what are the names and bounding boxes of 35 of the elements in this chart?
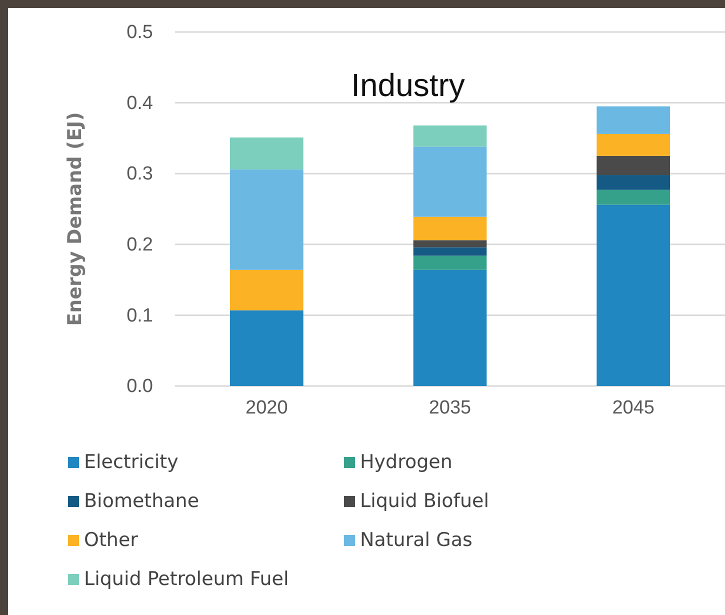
y-tick-label: 0.5 [126, 22, 153, 44]
bar [413, 125, 487, 147]
legend-label: Natural Gas [360, 529, 472, 551]
y-tick-label: 0.1 [126, 305, 153, 326]
bar [230, 310, 304, 386]
legend-label: Hydrogen [360, 451, 452, 473]
bar [413, 256, 487, 270]
text: Industry [351, 67, 465, 103]
legend-label: Biomethane [84, 490, 200, 512]
legend-label: Electricity [84, 451, 178, 473]
bar [596, 204, 670, 386]
bar [596, 106, 670, 134]
bar [413, 270, 487, 386]
legend-label: Liquid Biofuel [360, 490, 489, 512]
x-tick-label: 2020 [246, 397, 288, 418]
bar [596, 156, 670, 176]
y-tick-label: 0.4 [126, 92, 154, 114]
bar [230, 169, 304, 270]
bar [596, 134, 670, 156]
x-tick-label: 2045 [612, 397, 654, 418]
x-tick-label: 2035 [428, 397, 472, 418]
y-tick-label: 0.0 [126, 376, 153, 398]
y-tick-label: 0.2 [126, 234, 153, 256]
bar [413, 240, 487, 248]
bar [230, 270, 304, 310]
y-tick-label: 0.3 [126, 164, 153, 185]
legend-label: Other [84, 529, 138, 551]
bar [413, 216, 487, 240]
bar [230, 137, 304, 170]
bar [413, 146, 487, 217]
bar [413, 247, 487, 256]
y-axis-title: Energy Demand (EJ) [64, 112, 86, 326]
bar [596, 190, 670, 205]
legend-label: Liquid Petroleum Fuel [84, 568, 289, 590]
bar [596, 175, 670, 190]
